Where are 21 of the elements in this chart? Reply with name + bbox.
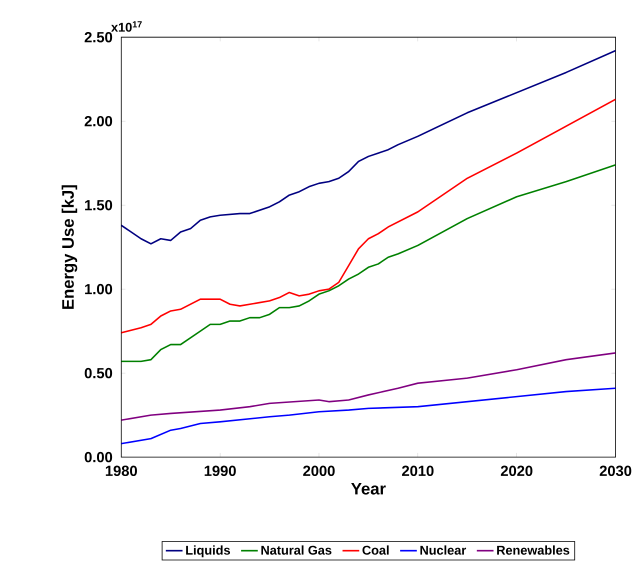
- y-tick-label: 1.00: [85, 284, 112, 294]
- x-tick-label: 2030: [600, 465, 632, 476]
- line-series: [121, 352, 616, 421]
- x-axis-title: Year: [351, 482, 386, 494]
- x-tick-label: 2020: [500, 465, 532, 476]
- y-tick-label: 1.50: [85, 200, 112, 210]
- y-tick-label: 2.50: [84, 32, 112, 42]
- x-tick-label: 1990: [204, 465, 236, 476]
- x-tick-label: 2000: [303, 465, 335, 476]
- legend-label: Nuclear: [420, 545, 466, 554]
- y-tick-label: 2.00: [84, 116, 112, 126]
- legend-label: Renewables: [497, 545, 570, 554]
- legend-label: Liquids: [186, 545, 230, 558]
- legend-label: Natural Gas: [261, 545, 332, 554]
- x-tick-label: 1980: [106, 465, 137, 476]
- x-tick-label: 2010: [402, 465, 434, 476]
- y-tick-label: 0.50: [84, 368, 112, 378]
- text: x10$^{17}$: [111, 21, 142, 32]
- legend-label: Coal: [362, 545, 389, 554]
- y-tick-label: 0.00: [84, 452, 112, 462]
- y-axis-title: Energy Use [kJ]: [62, 185, 78, 309]
